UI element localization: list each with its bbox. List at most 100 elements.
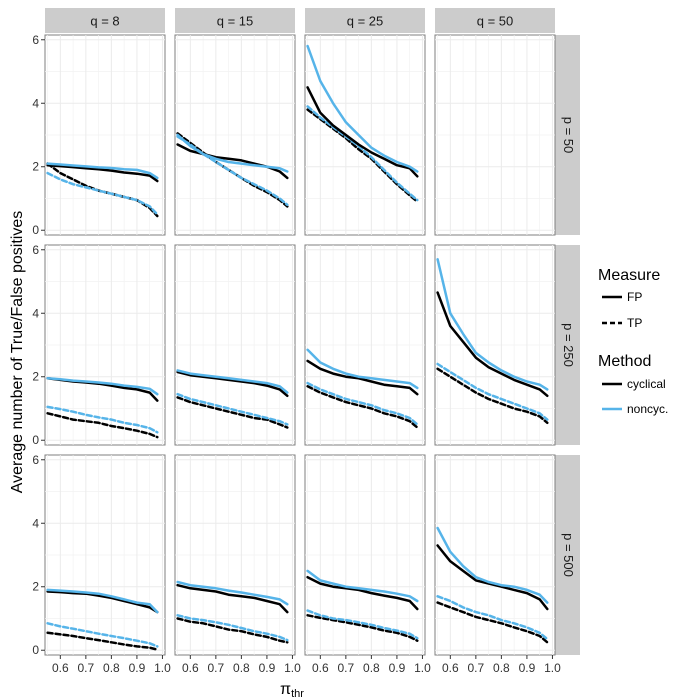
x-tick-label: 0.9 [129, 661, 146, 675]
series-line-noncyc-fp [306, 348, 419, 390]
panel [174, 244, 296, 446]
series-line-noncyc-fp [306, 44, 419, 173]
series-line-noncyc-fp [46, 377, 159, 396]
series-line-noncyc-tp [46, 622, 159, 648]
series-line-cyclical-fp [176, 583, 289, 614]
x-tick-label: 0.6 [182, 661, 199, 675]
series-line-noncyc-tp [306, 105, 419, 202]
row-strip [555, 35, 580, 235]
series-line-noncyc-fp [176, 133, 289, 173]
row-strip-label: p = 250 [561, 323, 576, 367]
series-line-cyclical-fp [46, 590, 159, 614]
series-line-cyclical-fp [436, 544, 549, 611]
series-line-noncyc-tp [46, 405, 159, 434]
row-strip [555, 455, 580, 655]
legend-cyclical-label: cyclical [627, 377, 666, 391]
x-tick-label: 0.9 [519, 661, 536, 675]
y-tick-label: 4 [32, 516, 39, 530]
x-tick-label: 0.7 [338, 661, 355, 675]
series-line-cyclical-tp [306, 385, 419, 429]
x-tick-label: 0.7 [468, 661, 485, 675]
series-line-cyclical-fp [306, 359, 419, 396]
series-line-noncyc-fp [46, 162, 159, 180]
series-line-cyclical-tp [176, 132, 289, 208]
x-axis-title-subscript: thr [291, 688, 304, 700]
panel [44, 34, 166, 236]
legend-fp-label: FP [627, 290, 642, 304]
y-tick-label: 0 [32, 223, 39, 237]
row-strip-label: p = 50 [561, 117, 576, 154]
x-tick-label: 0.6 [52, 661, 69, 675]
series-line-cyclical-fp [306, 575, 419, 611]
x-tick-label: 0.8 [233, 661, 250, 675]
col-strip [305, 8, 425, 33]
panel [434, 244, 556, 446]
y-tick-label: 2 [32, 370, 39, 384]
legend-measure-title: Measure [598, 267, 660, 284]
series-line-cyclical-tp [306, 614, 419, 642]
panel [174, 34, 296, 236]
x-tick-label: 0.7 [78, 661, 95, 675]
series-line-cyclical-tp [436, 601, 549, 644]
series-line-noncyc-tp [46, 171, 159, 216]
panel [304, 454, 426, 656]
series-line-noncyc-fp [306, 569, 419, 603]
y-tick-label: 4 [32, 306, 39, 320]
y-tick-label: 2 [32, 160, 39, 174]
series-line-noncyc-tp [176, 392, 289, 426]
panel [174, 454, 296, 656]
col-strip [435, 8, 555, 33]
x-tick-label: 0.9 [259, 661, 276, 675]
panels-layer: q = 8 q = 15 q = 25 q = 50 p = 50 p = 250 p = … [44, 8, 580, 656]
panel [44, 454, 166, 656]
panel [304, 244, 426, 446]
series-line-cyclical-fp [176, 370, 289, 398]
x-tick-label: 0.8 [363, 661, 380, 675]
series-line-cyclical-tp [176, 617, 289, 644]
panel [44, 244, 166, 446]
x-tick-label: 0.7 [208, 661, 225, 675]
y-tick-label: 4 [32, 96, 39, 110]
series-line-noncyc-fp [176, 369, 289, 394]
series-line-noncyc-tp [436, 595, 549, 641]
row-strip-label: p = 500 [561, 533, 576, 577]
series-line-cyclical-tp [176, 396, 289, 429]
series-line-cyclical-fp [436, 291, 549, 398]
legend-method-title: Method [598, 353, 651, 370]
x-tick-label: 0.6 [312, 661, 329, 675]
x-tick-label: 1.0 [414, 661, 431, 675]
x-tick-label: 1.0 [284, 661, 301, 675]
legend: Measure FP TP Method cyclical noncyc. [598, 267, 668, 416]
col-strip [45, 8, 165, 33]
x-tick-label: 0.8 [103, 661, 120, 675]
series-line-cyclical-fp [306, 86, 419, 178]
y-tick-label: 6 [32, 33, 39, 47]
panel [434, 34, 556, 236]
legend-noncyc-label: noncyc. [627, 402, 668, 416]
x-tick-label: 0.6 [442, 661, 459, 675]
y-tick-label: 6 [32, 243, 39, 257]
y-tick-label: 2 [32, 580, 39, 594]
col-strip-label: q = 15 [217, 14, 254, 29]
x-tick-label: 0.9 [389, 661, 406, 675]
col-strip-label: q = 25 [347, 14, 384, 29]
series-line-noncyc-tp [436, 362, 549, 421]
series-line-noncyc-tp [306, 381, 419, 426]
series-line-cyclical-fp [46, 163, 159, 183]
x-axis-title: πthr [280, 681, 304, 700]
series-line-noncyc-fp [436, 526, 549, 604]
series-line-cyclical-tp [46, 412, 159, 439]
x-axis-title-main: π [280, 681, 291, 698]
series-line-cyclical-tp [306, 108, 419, 203]
x-tick-label: 1.0 [544, 661, 561, 675]
row-strip [555, 245, 580, 445]
panel [304, 34, 426, 236]
col-strip [175, 8, 295, 33]
series-line-cyclical-fp [176, 143, 289, 180]
series-line-noncyc-tp [306, 609, 419, 640]
series-line-noncyc-fp [176, 580, 289, 606]
series-line-noncyc-tp [176, 614, 289, 642]
x-tick-label: 1.0 [154, 661, 171, 675]
y-tick-label: 6 [32, 453, 39, 467]
